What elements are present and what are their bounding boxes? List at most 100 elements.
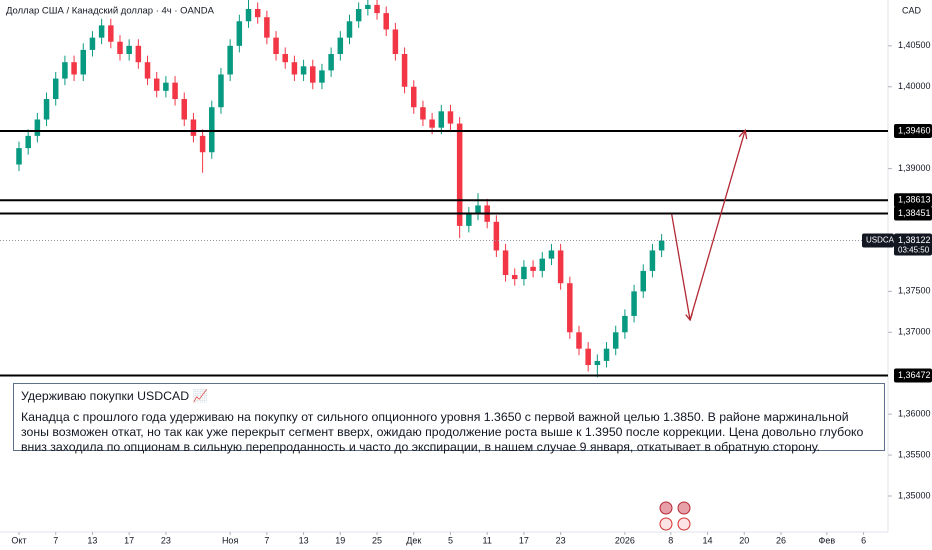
candle-body (548, 250, 555, 259)
note-title: Удерживаю покупки USDCAD 📈 (21, 389, 208, 403)
candle-body (530, 266, 536, 271)
y-tick-label: 1,35000 (898, 490, 931, 500)
y-tick-label: 1,37500 (898, 286, 931, 296)
candle-body (108, 25, 114, 42)
x-tick-label: 7 (53, 535, 58, 545)
candle-body (346, 21, 353, 38)
level-label: 1,38613 (898, 195, 931, 205)
candle-body (567, 283, 573, 333)
last-price-box (894, 233, 932, 256)
level-label: 1,36472 (898, 370, 931, 380)
x-tick-label: 26 (776, 535, 786, 545)
level-label-box (894, 368, 932, 383)
candle-body (310, 66, 316, 83)
candle-body (117, 41, 123, 55)
x-tick-label: Окт (11, 535, 26, 545)
candle-body (25, 135, 31, 149)
candle-body (89, 37, 96, 50)
x-tick-label: 14 (703, 535, 713, 545)
x-tick-label: 20 (739, 535, 749, 545)
candle-body (71, 62, 77, 75)
candle-body (144, 62, 151, 79)
x-tick-label: 19 (335, 535, 345, 545)
flag-icon (659, 517, 673, 531)
y-tick-label: 1,37000 (898, 327, 931, 337)
y-tick-label: 1,40000 (898, 81, 931, 91)
candle-body (254, 9, 261, 18)
candle-body (401, 54, 408, 87)
x-tick-label: Фев (819, 535, 836, 545)
candle-body (521, 266, 527, 280)
candle-body (245, 9, 252, 22)
x-tick-label: 11 (483, 535, 492, 545)
candle-body (98, 25, 105, 38)
candle-body (199, 135, 206, 153)
candle-body (410, 86, 417, 108)
candle-body (16, 148, 22, 165)
candle-body (493, 221, 500, 251)
candle-body (365, 4, 371, 10)
y-tick-label: 1,35500 (898, 449, 931, 459)
candle-body (603, 348, 610, 361)
x-tick-label: 7 (264, 535, 269, 545)
candle-body (429, 119, 435, 128)
candle-body (172, 82, 178, 100)
candle-body (273, 37, 279, 55)
candle-body (622, 315, 628, 333)
x-tick-label: 13 (299, 535, 309, 545)
flag-icons (659, 501, 691, 531)
candle-body (328, 54, 334, 71)
candle-body (658, 240, 665, 251)
candle-body (585, 348, 591, 366)
currency-label: CAD (902, 5, 922, 15)
candle-body (649, 250, 656, 271)
note-text: Канадца с прошлого года удерживаю на пок… (21, 410, 864, 454)
candle-body (392, 29, 399, 55)
candle-body (539, 258, 546, 271)
candle-body (374, 4, 380, 14)
x-tick-label: 17 (124, 535, 134, 545)
candle-body (218, 74, 224, 108)
flag-icon (659, 501, 673, 515)
projection-arrowhead (685, 313, 693, 322)
candle-body (438, 111, 445, 128)
candle-body (190, 119, 197, 136)
candle-body (466, 213, 472, 226)
x-tick-label: 13 (87, 535, 97, 545)
candle-body (264, 17, 270, 38)
level-label-box (894, 123, 932, 138)
candle-body (291, 62, 298, 75)
candle-body (475, 205, 481, 214)
level-label-box (894, 206, 932, 221)
symbol-label: USDCAD (866, 236, 900, 245)
x-tick-label: 5 (448, 535, 453, 545)
x-tick-label: 8 (668, 535, 673, 545)
candle-body (511, 275, 518, 280)
candle-body (43, 99, 50, 120)
candle-body (135, 45, 142, 63)
x-tick-label: 23 (161, 535, 171, 545)
candle-body (612, 332, 619, 349)
flag-icon (677, 517, 691, 531)
y-tick-label: 1,40500 (898, 40, 931, 50)
candle-body (52, 78, 59, 100)
candle-body (383, 13, 389, 30)
level-label: 1,38451 (898, 208, 931, 218)
x-tick-label: Ноя (222, 535, 239, 545)
candle-body (420, 107, 426, 120)
candle-body (62, 62, 68, 79)
countdown-label: 03:45:50 (898, 246, 930, 255)
candle-body (209, 107, 215, 153)
x-tick-label: 25 (372, 535, 382, 545)
candle-body (319, 70, 325, 83)
candle-body (181, 99, 188, 120)
projection-arrowhead (738, 128, 748, 140)
level-label: 1,39460 (898, 125, 931, 135)
candle-body (34, 119, 41, 136)
x-tick-label: 6 (861, 535, 866, 545)
candle-body (337, 37, 344, 55)
candle-body (640, 270, 647, 292)
flag-icon (677, 501, 691, 515)
